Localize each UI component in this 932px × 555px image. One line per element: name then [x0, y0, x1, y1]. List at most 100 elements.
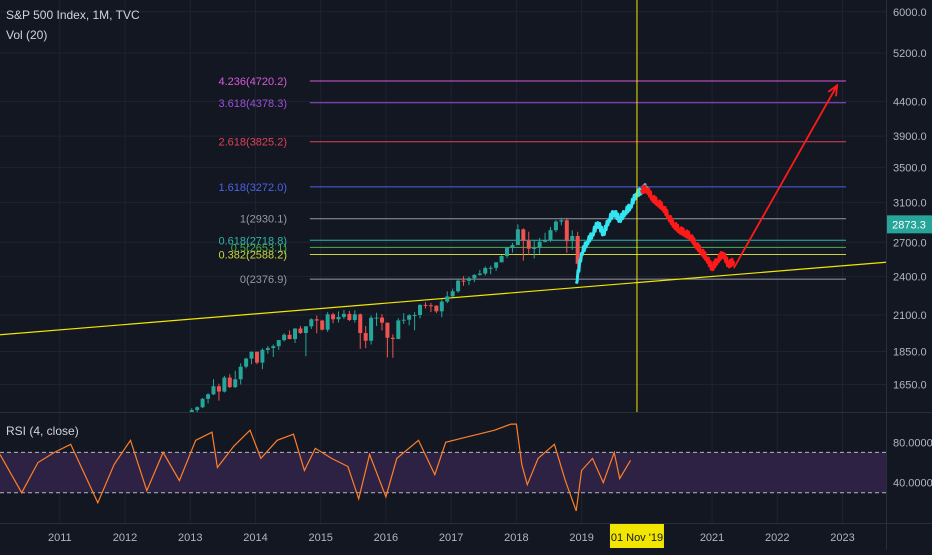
candle-body: [532, 247, 537, 249]
x-tick-label: 2014: [243, 532, 267, 544]
candle-body: [320, 320, 325, 330]
x-tick-label: 2015: [308, 532, 332, 544]
candle-body: [195, 407, 200, 411]
drawn-paths[interactable]: [574, 83, 839, 285]
candle-body: [385, 322, 390, 338]
x-tick-label: 2016: [374, 532, 398, 544]
candle: [515, 224, 520, 246]
last-price-badge: [887, 215, 932, 234]
candle-body: [428, 305, 433, 307]
candle: [271, 344, 276, 357]
candle-body: [505, 247, 510, 256]
candle-body: [434, 305, 439, 312]
candle-body: [336, 316, 341, 320]
candle: [293, 328, 298, 343]
candle-body: [570, 235, 575, 242]
fib-level-label: 0(2376.9): [240, 274, 287, 286]
candle: [456, 279, 461, 293]
trendline-group[interactable]: [0, 261, 887, 336]
candle: [222, 375, 227, 393]
projection-arrow-line[interactable]: [733, 84, 838, 269]
fib-level-label: 1(2930.1): [240, 214, 287, 226]
candle: [379, 314, 384, 331]
candle: [303, 326, 308, 357]
candle: [195, 406, 200, 412]
candle-body: [515, 229, 520, 246]
candle-body: [559, 220, 564, 222]
rsi-tick-label: 40.0000: [893, 478, 932, 490]
candle: [445, 291, 450, 304]
candle-body: [564, 220, 569, 242]
candle: [543, 232, 548, 243]
x-tick-label: 2022: [765, 532, 789, 544]
x-tick-label: 2023: [830, 532, 854, 544]
fib-levels: 4.236(4720.2) 3.618(4378.3) 2.618(3825.2) 1…: [219, 76, 846, 286]
candle-body: [222, 377, 227, 392]
rsi-label[interactable]: RSI (4, close): [6, 424, 79, 438]
candle: [211, 379, 216, 396]
projection-arrow-head[interactable]: [827, 83, 839, 97]
candle: [363, 326, 368, 349]
rsi-tick-label: 80.0000: [893, 437, 932, 449]
candle-body: [390, 337, 395, 339]
trendline[interactable]: [0, 261, 887, 336]
candle-body: [260, 349, 265, 363]
candle-body: [249, 351, 254, 359]
candle: [494, 262, 499, 271]
candle: [260, 348, 265, 370]
candle: [244, 357, 249, 369]
symbol-title[interactable]: S&P 500 Index, 1M, TVC: [6, 8, 140, 22]
candle-body: [488, 267, 493, 269]
y-tick-label: 4400.0: [893, 96, 927, 108]
candle: [369, 315, 374, 345]
candle: [532, 240, 537, 259]
candle: [401, 313, 406, 324]
candle: [472, 274, 477, 283]
volume-label[interactable]: Vol (20): [6, 28, 48, 42]
candle: [407, 314, 412, 326]
candle: [526, 231, 531, 255]
candles: [189, 217, 580, 413]
x-tick-label: 2018: [504, 532, 528, 544]
candle-body: [189, 410, 194, 412]
candle-body: [271, 346, 276, 349]
candle-body: [499, 255, 504, 263]
candle-body: [363, 333, 368, 341]
candle: [320, 319, 325, 331]
candle: [418, 304, 423, 319]
candle: [521, 228, 526, 261]
candle-body: [510, 245, 515, 248]
candle-body: [233, 379, 238, 388]
x-tick-label: 2012: [113, 532, 137, 544]
candle-body: [537, 241, 542, 248]
cursor-date-label: 01 Nov '19: [611, 532, 663, 544]
candle: [206, 393, 211, 404]
candle: [412, 312, 417, 331]
candle: [499, 255, 504, 263]
candle: [559, 217, 564, 226]
crosshair: 01 Nov '19: [609, 0, 664, 548]
candle: [358, 313, 363, 349]
candle: [439, 299, 444, 318]
fib-level-label: 4.236(4720.2): [219, 76, 288, 88]
fib-level-label: 2.618(3825.2): [219, 137, 288, 149]
candle-body: [293, 328, 298, 340]
candle: [390, 334, 395, 358]
y-tick-label: 3900.0: [893, 131, 927, 143]
candle: [477, 269, 482, 276]
candle-body: [543, 240, 548, 242]
candle-body: [379, 317, 384, 323]
candle-body: [445, 296, 450, 302]
rsi-line: [0, 423, 632, 512]
candle-body: [407, 315, 412, 320]
candle: [265, 346, 270, 354]
candle: [483, 266, 488, 276]
y-tick-label: 3100.0: [893, 197, 927, 209]
y-tick-label: 5200.0: [893, 48, 927, 60]
candle-body: [298, 328, 303, 334]
candle-body: [254, 351, 259, 363]
rsi-band: [0, 452, 886, 493]
cyan-price-path[interactable]: [574, 183, 649, 285]
red-price-path[interactable]: [639, 184, 736, 272]
